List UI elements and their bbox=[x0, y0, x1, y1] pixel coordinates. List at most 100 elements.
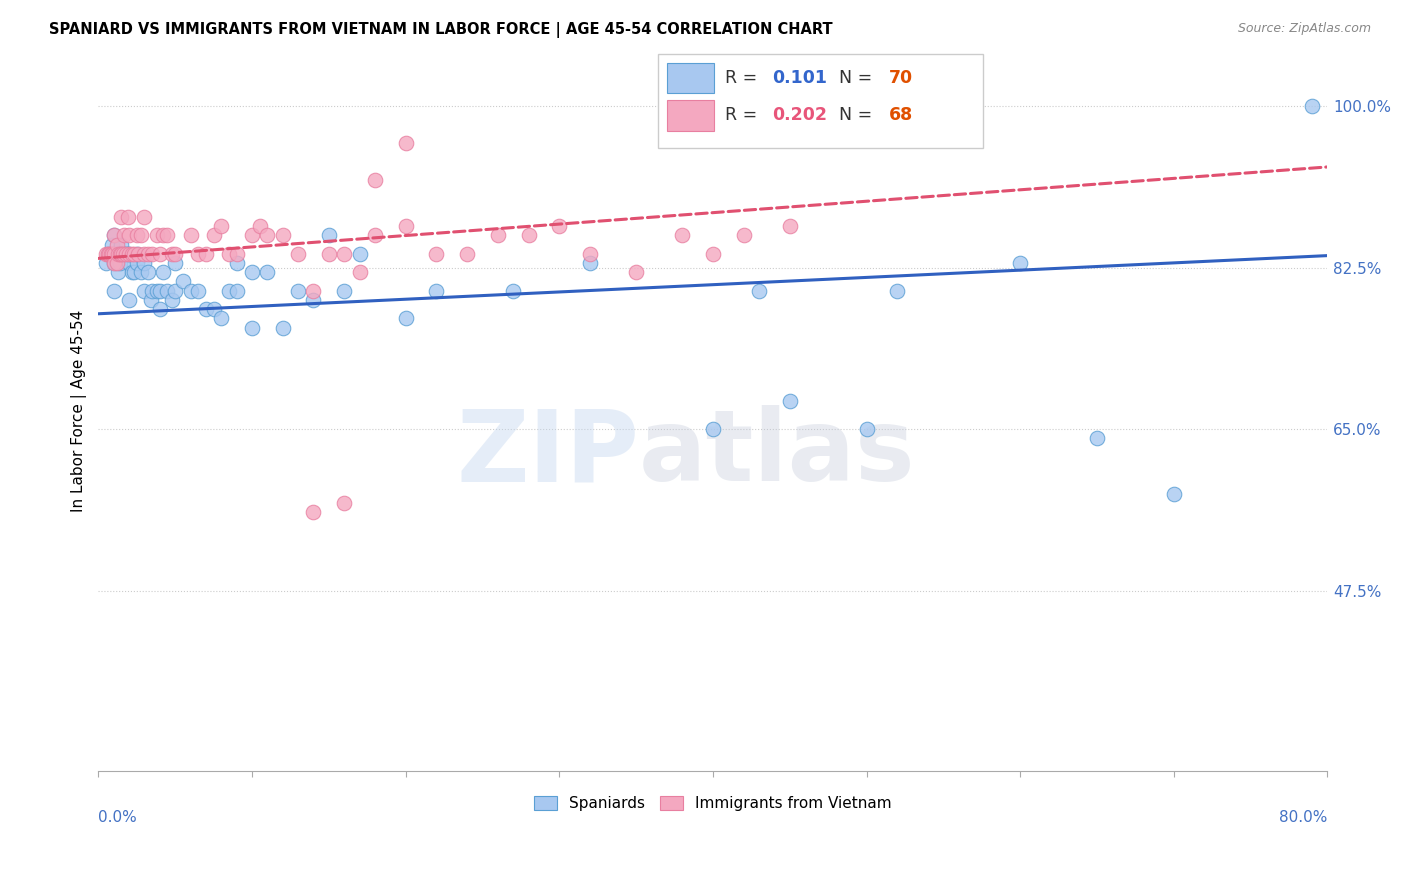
Point bbox=[108, 256, 131, 270]
FancyBboxPatch shape bbox=[658, 54, 983, 148]
Point bbox=[134, 256, 156, 270]
Point bbox=[886, 284, 908, 298]
Point bbox=[105, 256, 128, 270]
Point bbox=[302, 505, 325, 519]
Point bbox=[256, 265, 278, 279]
Point bbox=[145, 284, 167, 298]
Point bbox=[115, 246, 138, 260]
Point bbox=[187, 284, 209, 298]
Point bbox=[103, 228, 125, 243]
Point bbox=[486, 228, 509, 243]
Point bbox=[165, 246, 187, 260]
Point bbox=[579, 256, 602, 270]
Point bbox=[111, 246, 134, 260]
Point bbox=[733, 228, 755, 243]
Point bbox=[517, 228, 540, 243]
Point bbox=[333, 246, 356, 260]
Point bbox=[125, 256, 148, 270]
Point bbox=[156, 284, 179, 298]
Point bbox=[100, 246, 122, 260]
Point bbox=[225, 256, 247, 270]
Point bbox=[149, 284, 172, 298]
Point bbox=[256, 228, 278, 243]
Point bbox=[122, 265, 145, 279]
Point bbox=[98, 246, 121, 260]
Point bbox=[172, 275, 194, 289]
Point bbox=[94, 256, 117, 270]
Point bbox=[394, 311, 416, 326]
Point bbox=[100, 246, 122, 260]
Point bbox=[131, 265, 153, 279]
Point bbox=[94, 246, 117, 260]
Point bbox=[209, 311, 232, 326]
Point bbox=[152, 228, 174, 243]
Point bbox=[425, 284, 447, 298]
Point bbox=[225, 284, 247, 298]
Point bbox=[141, 284, 163, 298]
Point bbox=[101, 246, 124, 260]
Text: 70: 70 bbox=[889, 69, 912, 87]
Point bbox=[101, 237, 124, 252]
Point bbox=[125, 228, 148, 243]
Text: R =: R = bbox=[725, 69, 763, 87]
Point bbox=[579, 246, 602, 260]
Point bbox=[160, 246, 183, 260]
Point bbox=[225, 246, 247, 260]
Point bbox=[114, 228, 136, 243]
Point bbox=[110, 237, 132, 252]
Point bbox=[131, 228, 153, 243]
Point bbox=[240, 320, 263, 334]
Point bbox=[240, 265, 263, 279]
Text: 0.101: 0.101 bbox=[772, 69, 827, 87]
Point bbox=[1085, 431, 1108, 445]
Point bbox=[121, 265, 143, 279]
Point bbox=[187, 246, 209, 260]
Point bbox=[105, 237, 128, 252]
Text: 80.0%: 80.0% bbox=[1279, 810, 1327, 825]
Point bbox=[136, 265, 159, 279]
Point bbox=[425, 246, 447, 260]
Point bbox=[110, 210, 132, 224]
Point bbox=[98, 246, 121, 260]
Point bbox=[118, 228, 141, 243]
Point bbox=[502, 284, 524, 298]
FancyBboxPatch shape bbox=[668, 101, 714, 130]
Point bbox=[271, 228, 294, 243]
Point bbox=[121, 246, 143, 260]
Point bbox=[114, 246, 136, 260]
Point bbox=[240, 228, 263, 243]
Point bbox=[111, 246, 134, 260]
Point bbox=[287, 284, 309, 298]
Point bbox=[1010, 256, 1032, 270]
Point bbox=[624, 265, 647, 279]
Point bbox=[134, 284, 156, 298]
Point bbox=[456, 246, 478, 260]
Point bbox=[103, 256, 125, 270]
Point bbox=[110, 246, 132, 260]
Point bbox=[202, 302, 225, 317]
Text: ZIP: ZIP bbox=[457, 405, 640, 502]
Point bbox=[394, 219, 416, 233]
Point bbox=[136, 246, 159, 260]
Point bbox=[702, 422, 724, 436]
Point bbox=[125, 246, 148, 260]
Point bbox=[127, 246, 149, 260]
Point bbox=[152, 265, 174, 279]
Text: N =: N = bbox=[839, 106, 879, 125]
Point bbox=[118, 256, 141, 270]
Point bbox=[107, 265, 129, 279]
Point bbox=[97, 246, 120, 260]
Text: 0.202: 0.202 bbox=[772, 106, 827, 125]
Point bbox=[349, 246, 371, 260]
Point bbox=[855, 422, 877, 436]
Point bbox=[103, 246, 125, 260]
Point bbox=[149, 246, 172, 260]
Point bbox=[149, 302, 172, 317]
Point bbox=[779, 219, 801, 233]
Point bbox=[779, 394, 801, 409]
Y-axis label: In Labor Force | Age 45-54: In Labor Force | Age 45-54 bbox=[72, 310, 87, 512]
Point bbox=[318, 246, 340, 260]
Point bbox=[333, 284, 356, 298]
Point bbox=[364, 173, 387, 187]
Point bbox=[209, 219, 232, 233]
